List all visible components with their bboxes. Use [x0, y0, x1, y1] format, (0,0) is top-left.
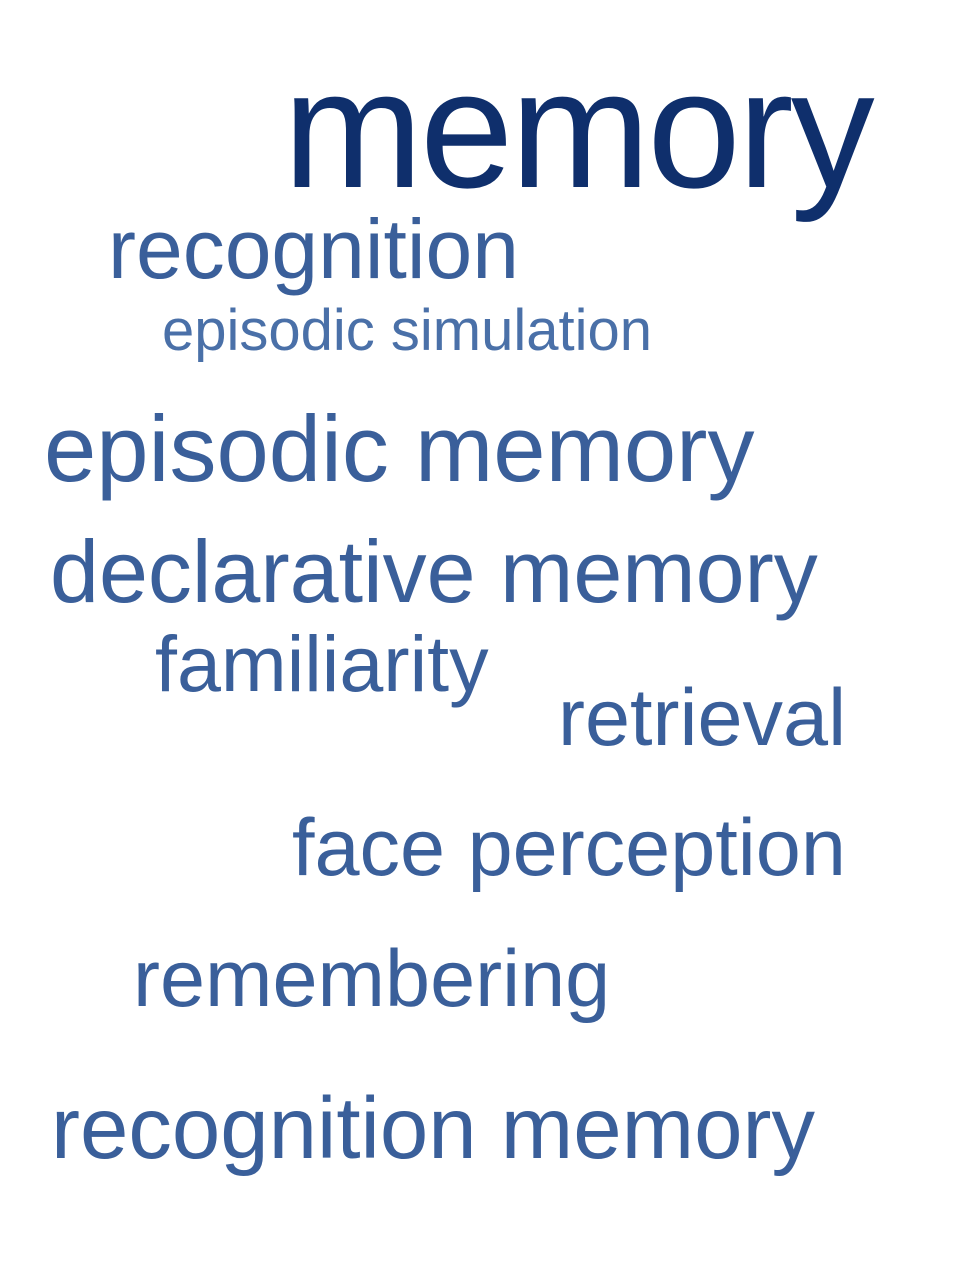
- word-memory: memory: [283, 35, 875, 223]
- word-recognition-memory: recognition memory: [51, 1080, 815, 1177]
- word-recognition: recognition: [108, 202, 519, 296]
- word-episodic-memory: episodic memory: [44, 396, 755, 501]
- word-episodic-simulation: episodic simulation: [162, 298, 653, 363]
- word-retrieval: retrieval: [558, 673, 847, 763]
- word-declarative-memory: declarative memory: [50, 522, 818, 621]
- word-remembering: remembering: [133, 934, 611, 1024]
- word-familiarity: familiarity: [155, 619, 489, 708]
- word-face-perception: face perception: [292, 803, 846, 893]
